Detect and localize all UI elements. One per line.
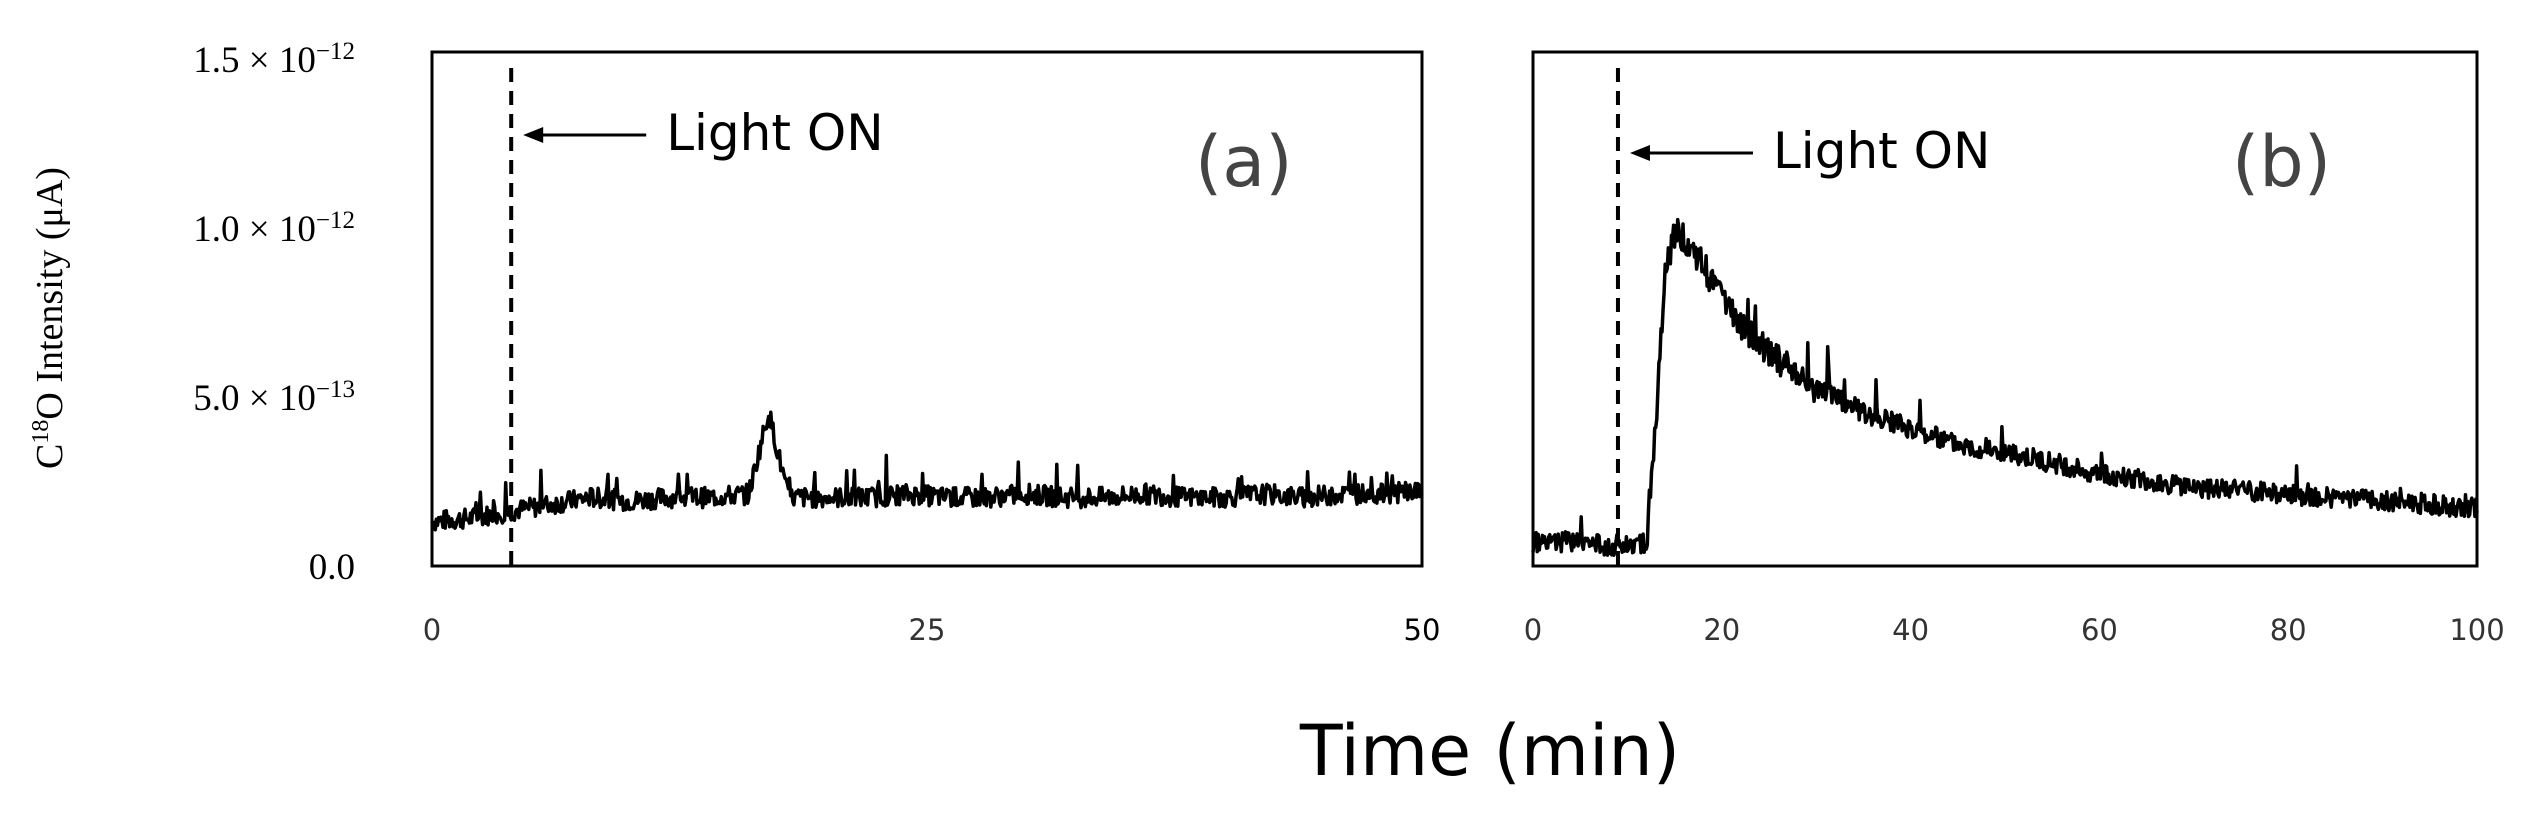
y-tick-label-0: 0.0 <box>309 547 355 588</box>
panel-b-series-line <box>1531 217 2479 557</box>
panel-a: Light ON (a) 0 25 50 <box>423 50 1441 647</box>
panel-b-frame <box>1531 50 2479 568</box>
panel-a-x-tick-label-2: 50 <box>1404 613 1441 647</box>
panel-a-light-on-annotation: Light ON <box>666 104 883 162</box>
y-axis-title: C18O Intensity (μA) <box>28 167 71 469</box>
y-tick-label-3: 1.5 × 10−12 <box>193 38 355 81</box>
panel-a-x-tick-labels: 0 25 50 <box>423 613 1441 647</box>
panel-b: Light ON (b) 0 20 40 60 80 100 <box>1524 50 2505 647</box>
panel-a-label: (a) <box>1195 121 1293 203</box>
panel-b-x-tick-label-3: 60 <box>2081 613 2118 647</box>
y-axis-title-sup: 18 <box>28 420 54 444</box>
panel-b-x-tick-label-0: 0 <box>1524 613 1542 647</box>
y-axis-title-prefix: C <box>29 444 71 469</box>
panel-a-series-line <box>430 410 1424 532</box>
panel-b-x-tick-label-5: 100 <box>2449 613 2504 647</box>
panel-a-x-tick-label-0: 0 <box>423 613 441 647</box>
panel-a-x-tick-label-1: 25 <box>909 613 946 647</box>
x-axis-title: Time (min) <box>1299 710 1680 792</box>
panel-a-light-on-arrowhead <box>523 127 544 143</box>
y-axis-title-suffix: O Intensity (μA) <box>29 167 71 420</box>
panel-b-x-tick-label-2: 40 <box>1892 613 1929 647</box>
y-tick-label-2: 1.0 × 10−12 <box>193 207 355 250</box>
y-tick-label-1: 5.0 × 10−13 <box>193 376 355 419</box>
panel-b-light-on-arrowhead <box>1629 145 1650 161</box>
panel-b-x-tick-label-1: 20 <box>1703 613 1740 647</box>
panel-b-x-tick-labels: 0 20 40 60 80 100 <box>1524 613 2505 647</box>
y-tick-labels: 0.0 5.0 × 10−13 1.0 × 10−12 1.5 × 10−12 <box>193 38 355 588</box>
panel-b-x-tick-label-4: 80 <box>2270 613 2307 647</box>
panel-b-label: (b) <box>2232 121 2331 203</box>
panel-a-frame <box>430 50 1424 568</box>
panel-b-light-on-annotation: Light ON <box>1773 122 1990 180</box>
